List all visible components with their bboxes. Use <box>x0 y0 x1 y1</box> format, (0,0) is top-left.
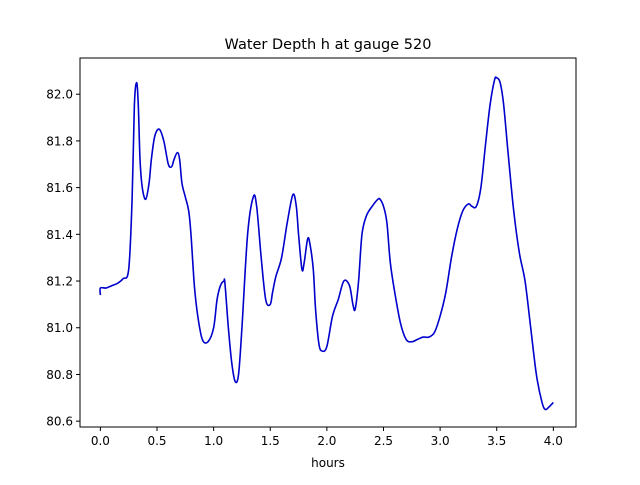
plot-frame <box>79 57 577 428</box>
y-tick-label: 82.0 <box>46 88 73 102</box>
y-tick-label: 81.6 <box>46 181 73 195</box>
x-tick-label: 1.0 <box>204 434 223 448</box>
x-tick-label: 4.0 <box>544 434 563 448</box>
y-tick-label: 81.8 <box>46 134 73 148</box>
series-line-0 <box>99 76 554 411</box>
chart-title: Water Depth h at gauge 520 <box>225 37 432 53</box>
x-tick-label: 3.0 <box>431 434 450 448</box>
x-tick-label: 2.0 <box>317 434 336 448</box>
y-tick-label: 80.6 <box>46 415 73 429</box>
x-tick-label: 2.5 <box>374 434 393 448</box>
y-tick-label: 80.8 <box>46 368 73 382</box>
plot-area <box>99 76 554 411</box>
y-tick-label: 81.4 <box>46 228 73 242</box>
x-axis-label: hours <box>311 456 345 470</box>
y-tick-label: 81.0 <box>46 321 73 335</box>
y-tick-label: 81.2 <box>46 275 73 289</box>
x-axis-ticks: 0.0 0.5 1.0 1.5 2.0 2.5 3.0 3.5 4.0 <box>91 427 563 448</box>
x-tick-label: 1.5 <box>261 434 280 448</box>
x-tick-label: 0.0 <box>91 434 110 448</box>
y-axis-ticks: 80.6 80.8 81.0 81.2 81.4 81.6 81.8 82.0 <box>46 88 80 429</box>
x-tick-label: 3.5 <box>487 434 506 448</box>
x-tick-label: 0.5 <box>147 434 166 448</box>
